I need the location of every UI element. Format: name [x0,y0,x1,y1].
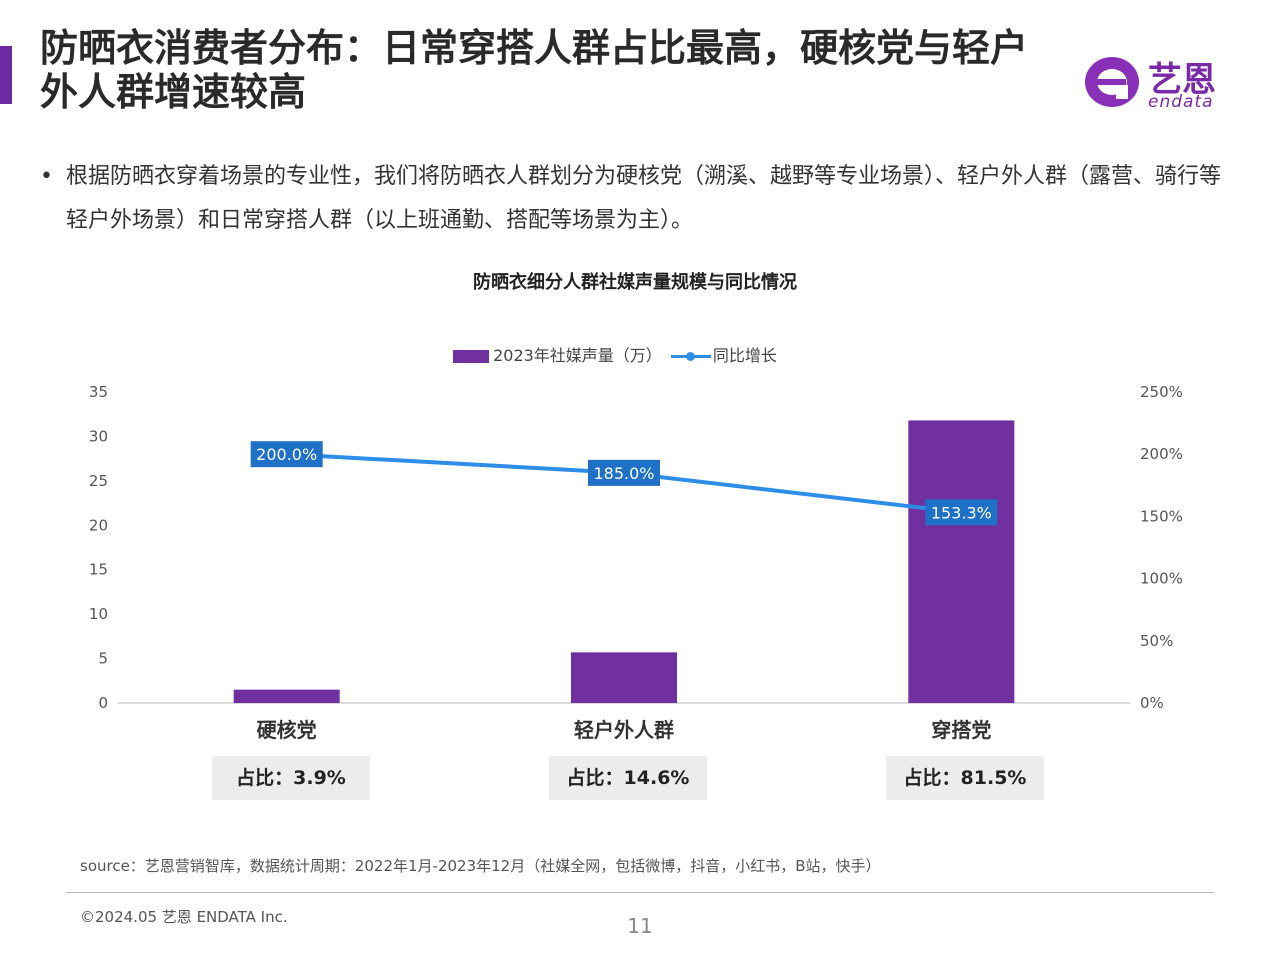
y2-tick-label: 0% [1140,694,1164,712]
x-category-label: 硬核党 [257,718,317,742]
bullet-dot: • [40,164,53,189]
description-text: 根据防晒衣穿着场景的专业性，我们将防晒衣人群划分为硬核党（溯溪、越野等专业场景）… [66,164,1222,233]
y-tick-label: 30 [89,427,108,445]
y2-tick-label: 200% [1140,445,1183,463]
ratio-box-hardcore: 占比：3.9% [212,756,370,800]
y2-tick-label: 50% [1140,632,1173,650]
y2-tick-label: 100% [1140,570,1183,588]
title-accent-bar [0,46,12,104]
page-title: 防晒衣消费者分布：日常穿搭人群占比最高，硬核党与轻户外人群增速较高 [40,26,1029,114]
legend-label-volume: 2023年社媒声量（万） [493,346,662,365]
y-tick-label: 5 [98,650,108,668]
page-number: 11 [627,914,653,938]
endata-logo-icon [1085,57,1139,107]
bar [233,689,340,703]
y2-tick-label: 250% [1140,383,1183,401]
data-label-box [925,499,998,526]
y-tick-label: 20 [89,516,108,534]
bar [908,420,1015,703]
y-tick-label: 25 [89,472,108,490]
y-tick-label: 0 [98,694,108,712]
y-tick-label: 15 [89,561,108,579]
y-tick-label: 10 [89,605,108,623]
logo-chinese-text: 艺恩 [1148,60,1216,100]
data-label: 153.3% [931,503,992,522]
y-tick-label: 35 [89,383,108,401]
ratio-box-daily-wear: 占比：81.5% [886,756,1044,800]
chart-legend: 2023年社媒声量（万） 同比增长 [0,342,1230,366]
data-label: 185.0% [593,464,654,483]
legend-swatch-bar [453,350,490,363]
x-category-label: 轻户外人群 [574,718,674,742]
legend-item-growth: 同比增长 [670,342,777,366]
data-label-box [250,441,323,468]
legend-item-volume: 2023年社媒声量（万） [453,342,662,366]
data-label: 200.0% [256,445,317,464]
data-label-box [588,459,660,486]
legend-swatch-line [670,350,711,363]
y2-tick-label: 150% [1140,507,1183,525]
x-category-label: 穿搭党 [931,718,991,742]
footer-divider [66,892,1214,893]
legend-label-growth: 同比增长 [712,346,777,365]
ratio-box-light-outdoor: 占比：14.6% [549,756,707,800]
chart-title: 防晒衣细分人群社媒声量规模与同比情况 [473,272,797,293]
logo-english-text: endata [1148,92,1214,112]
source-note: source：艺恩营销智库，数据统计周期：2022年1月-2023年12月（社媒… [80,857,881,875]
description-bullet: • 根据防晒衣穿着场景的专业性，我们将防晒衣人群划分为硬核党（溯溪、越野等专业场… [40,155,1230,243]
copyright-text: ©2024.05 艺恩 ENDATA Inc. [80,908,288,926]
bar [571,652,677,703]
